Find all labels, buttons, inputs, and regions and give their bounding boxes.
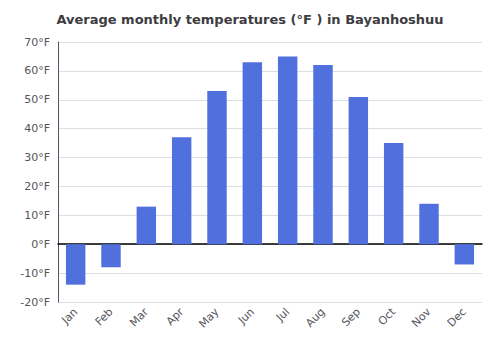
svg-text:Feb: Feb	[93, 305, 116, 328]
svg-text:Average monthly temperatures (: Average monthly temperatures (°F ) in Ba…	[56, 12, 443, 27]
svg-text:40°F: 40°F	[24, 122, 50, 135]
svg-text:Sep: Sep	[339, 305, 363, 329]
svg-text:Jan: Jan	[58, 305, 80, 327]
svg-text:50°F: 50°F	[24, 93, 50, 106]
svg-text:Dec: Dec	[445, 305, 469, 329]
svg-text:May: May	[196, 305, 222, 331]
svg-text:Jul: Jul	[273, 305, 292, 324]
svg-text:Apr: Apr	[164, 305, 187, 328]
svg-text:-20°F: -20°F	[20, 296, 50, 309]
svg-text:60°F: 60°F	[24, 64, 50, 77]
svg-text:10°F: 10°F	[24, 209, 50, 222]
svg-text:Mar: Mar	[127, 305, 151, 329]
svg-text:Oct: Oct	[376, 305, 399, 328]
svg-text:20°F: 20°F	[24, 180, 50, 193]
svg-text:Jun: Jun	[235, 305, 257, 327]
svg-text:Aug: Aug	[303, 305, 327, 329]
svg-text:-10°F: -10°F	[20, 267, 50, 280]
svg-text:30°F: 30°F	[24, 151, 50, 164]
svg-text:0°F: 0°F	[31, 238, 50, 251]
svg-text:Nov: Nov	[409, 305, 434, 330]
svg-text:70°F: 70°F	[24, 36, 50, 49]
